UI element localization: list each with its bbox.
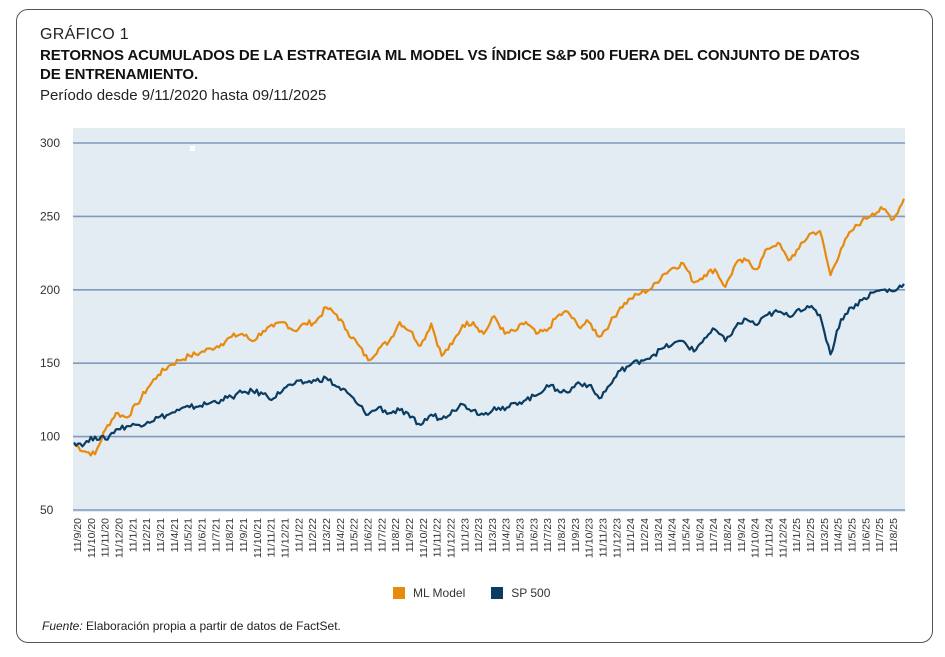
x-tick-label: 11/4/22 (335, 518, 347, 552)
x-tick-label: 11/11/21 (266, 518, 278, 557)
x-tick-label: 11/4/21 (169, 518, 181, 552)
chart-kicker: GRÁFICO 1 (40, 26, 129, 43)
x-tick-label: 11/11/20 (100, 518, 112, 557)
y-tick-label: 300 (40, 136, 60, 150)
legend-label-ml-model: ML Model (413, 586, 466, 600)
legend-swatch-sp500 (491, 587, 504, 599)
x-tick-label: 11/8/23 (556, 518, 568, 552)
source-label: Fuente: (42, 619, 83, 633)
x-tick-label: 11/4/23 (501, 518, 513, 552)
y-tick-label: 200 (40, 283, 60, 297)
x-tick-label: 11/7/24 (708, 518, 720, 552)
series-line-ml-model (73, 198, 906, 457)
x-tick-label: 11/6/23 (528, 518, 540, 552)
legend-item-sp500[interactable]: SP 500 (491, 586, 550, 600)
series-line-sp-500 (73, 283, 905, 448)
x-tick-label: 11/9/23 (570, 518, 582, 552)
source-text: Elaboración propia a partir de datos de … (82, 619, 341, 633)
x-tick-label: 11/6/25 (860, 518, 872, 552)
x-tick-label: 11/1/21 (127, 518, 139, 552)
x-tick-label: 11/6/24 (694, 518, 706, 552)
x-tick-label: 11/12/22 (445, 518, 457, 558)
x-tick-label: 11/7/23 (542, 518, 554, 552)
plot-marker (190, 146, 195, 151)
x-tick-label: 11/12/21 (279, 518, 291, 558)
legend-swatch-ml-model (393, 587, 405, 599)
x-tick-label: 11/12/24 (777, 518, 789, 558)
x-tick-label: 11/4/25 (833, 518, 845, 552)
x-tick-label: 11/6/21 (196, 518, 208, 552)
x-tick-label: 11/7/21 (210, 518, 222, 552)
x-tick-label: 11/5/25 (847, 518, 859, 552)
x-tick-label: 11/12/20 (113, 518, 125, 558)
x-tick-label: 11/10/21 (252, 518, 264, 558)
x-tick-label: 11/10/23 (584, 518, 596, 558)
x-tick-label: 11/11/23 (598, 518, 610, 557)
x-tick-label: 11/12/23 (611, 518, 623, 558)
x-tick-label: 11/2/23 (473, 518, 485, 552)
x-tick-label: 11/7/25 (874, 518, 886, 552)
source-note: Fuente: Elaboración propia a partir de d… (42, 619, 341, 633)
x-tick-label: 11/8/21 (224, 518, 236, 552)
chart-frame (16, 9, 933, 643)
x-tick-label: 11/1/22 (293, 518, 305, 552)
x-tick-label: 11/3/22 (321, 518, 333, 552)
x-tick-label: 11/5/24 (681, 518, 693, 552)
gridlines (73, 142, 905, 511)
x-tick-label: 11/3/21 (155, 518, 167, 552)
x-tick-label: 11/1/25 (791, 518, 803, 552)
x-tick-label: 11/1/24 (625, 518, 637, 552)
x-tick-label: 11/11/24 (764, 518, 776, 557)
y-tick-label: 150 (40, 356, 60, 370)
x-tick-label: 11/3/25 (819, 518, 831, 552)
y-tick-label: 50 (40, 503, 54, 517)
y-tick-label: 250 (40, 209, 60, 223)
x-tick-label: 11/8/24 (722, 518, 734, 552)
y-axis: 50 100 150 200 250 300 (40, 136, 60, 517)
legend: ML Model SP 500 (393, 586, 550, 600)
x-tick-label: 11/10/22 (418, 518, 430, 558)
x-tick-label: 11/5/21 (183, 518, 195, 552)
x-tick-label: 11/11/22 (432, 518, 444, 557)
x-tick-label: 11/2/21 (141, 518, 153, 552)
legend-item-ml-model[interactable]: ML Model (393, 586, 465, 600)
x-tick-label: 11/3/23 (487, 518, 499, 552)
legend-label-sp500: SP 500 (511, 586, 551, 600)
x-tick-label: 11/4/24 (667, 518, 679, 552)
x-tick-label: 11/8/22 (390, 518, 402, 552)
x-tick-label: 11/2/22 (307, 518, 319, 552)
x-tick-label: 11/10/24 (750, 518, 762, 558)
chart-subtitle: Período desde 9/11/2020 hasta 09/11/2025 (40, 87, 327, 104)
x-tick-label: 11/5/22 (349, 518, 361, 552)
x-tick-label: 11/3/24 (653, 518, 665, 552)
x-tick-label: 11/5/23 (515, 518, 527, 552)
x-tick-label: 11/2/24 (639, 518, 651, 552)
x-tick-label: 11/1/23 (459, 518, 471, 552)
x-tick-label: 11/9/21 (238, 518, 250, 552)
x-tick-label: 11/9/24 (736, 518, 748, 552)
x-tick-label: 11/9/22 (404, 518, 416, 552)
series-lines (73, 198, 906, 457)
x-tick-label: 11/9/20 (72, 518, 84, 552)
plot-area (73, 128, 905, 512)
x-tick-label: 11/7/22 (376, 518, 388, 552)
x-tick-label: 11/2/25 (805, 518, 817, 552)
x-tick-label: 11/6/22 (362, 518, 374, 552)
chart-title: RETORNOS ACUMULADOS DE LA ESTRATEGIA ML … (40, 47, 860, 83)
y-tick-label: 100 (40, 430, 60, 444)
x-tick-label: 11/10/20 (86, 518, 98, 558)
x-axis: 11/9/20 11/10/20 11/11/20 11/12/20 11/1/21 11… (72, 518, 900, 558)
x-tick-label: 11/8/25 (888, 518, 900, 552)
